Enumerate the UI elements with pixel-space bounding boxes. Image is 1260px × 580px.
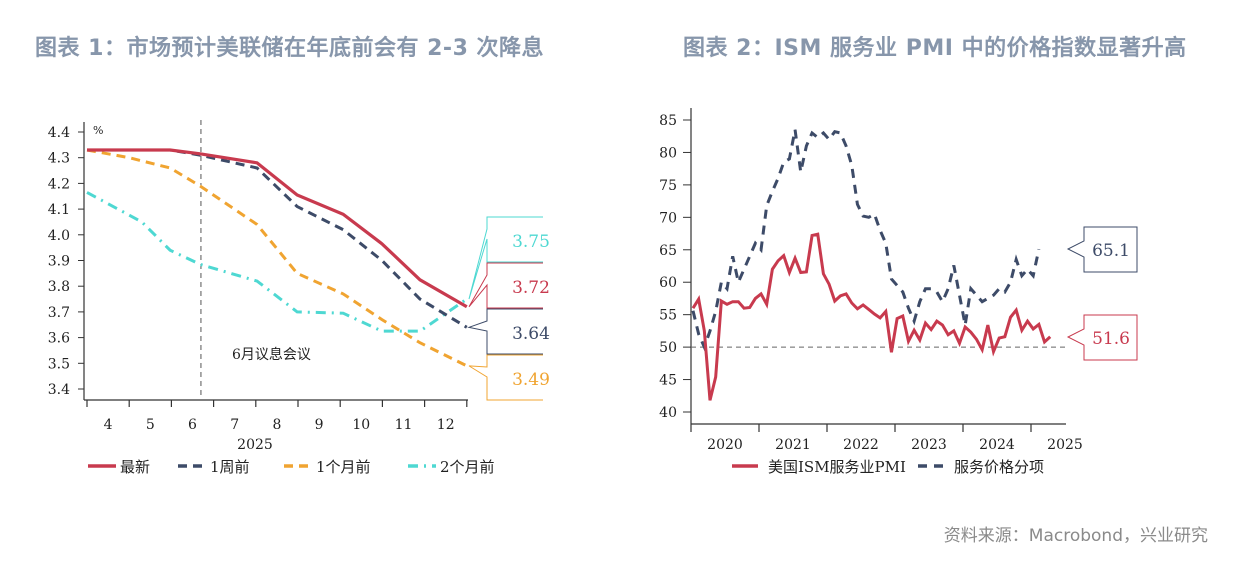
x-tick-label: 5 xyxy=(146,417,155,433)
y-tick-label: 75 xyxy=(659,178,677,194)
legend-label: 1个月前 xyxy=(316,458,371,476)
x-tick-label: 2020 xyxy=(707,437,743,453)
unit-label: % xyxy=(93,124,103,137)
right-chart-title: 图表 2：ISM 服务业 PMI 中的价格指数显著升高 xyxy=(683,36,1187,61)
y-tick-label: 65 xyxy=(659,243,677,259)
series-line-1个月前 xyxy=(86,148,468,368)
end-label-box xyxy=(468,262,543,309)
x-tick-label: 2021 xyxy=(775,437,811,453)
y-tick-label: 4.2 xyxy=(48,176,70,192)
x-tick-label: 2025 xyxy=(1047,437,1083,453)
end-label-value: 3.64 xyxy=(512,324,550,344)
x-tick-label: 10 xyxy=(352,417,370,433)
end-label-value: 3.75 xyxy=(512,232,550,252)
y-tick-label: 3.7 xyxy=(48,305,70,321)
legend-label: 2个月前 xyxy=(440,458,495,476)
series-line-最新 xyxy=(87,148,468,309)
x-tick-label: 4 xyxy=(104,417,113,433)
y-tick-label: 3.8 xyxy=(48,279,70,295)
x-tick-label: 11 xyxy=(395,417,413,433)
x-tick-label: 7 xyxy=(230,417,239,433)
y-tick-label: 60 xyxy=(659,275,677,291)
legend-label: 1周前 xyxy=(210,458,250,476)
y-tick-label: 50 xyxy=(659,340,677,356)
end-label-box xyxy=(1066,226,1138,273)
end-label-value: 3.72 xyxy=(512,278,550,298)
x-tick-label: 12 xyxy=(437,417,455,433)
y-tick-label: 85 xyxy=(659,113,677,129)
end-label-box xyxy=(467,308,543,355)
y-tick-label: 70 xyxy=(659,210,677,226)
meeting-annotation: 6月议息会议 xyxy=(232,346,311,363)
end-label-value: 3.49 xyxy=(512,370,550,390)
end-label-value: 65.1 xyxy=(1092,241,1130,261)
left-chart-title: 图表 1：市场预计美联储在年底前会有 2-3 次降息 xyxy=(35,36,545,61)
y-tick-label: 4.0 xyxy=(48,228,70,244)
x-tick-label: 9 xyxy=(315,417,324,433)
y-tick-label: 4.4 xyxy=(48,125,70,141)
series-line-美国ISM服务业PMI xyxy=(691,232,1052,401)
y-tick-label: 3.9 xyxy=(48,254,70,270)
y-tick-label: 40 xyxy=(659,405,677,421)
y-tick-label: 4.3 xyxy=(48,151,70,167)
source-note: 资料来源：Macrobond，兴业研究 xyxy=(943,526,1208,546)
x-axis-title: 2025 xyxy=(237,437,273,453)
series-line-服务价格分项 xyxy=(691,129,1041,352)
x-tick-label: 2023 xyxy=(911,437,947,453)
x-tick-label: 2024 xyxy=(979,437,1015,453)
x-tick-label: 6 xyxy=(188,417,197,433)
end-label-box xyxy=(468,354,543,401)
x-tick-label: 2022 xyxy=(843,437,879,453)
legend-label: 服务价格分项 xyxy=(954,458,1044,476)
x-tick-label: 8 xyxy=(272,417,281,433)
series-line-2个月前 xyxy=(86,191,468,333)
end-label-box xyxy=(1066,314,1138,361)
y-tick-label: 3.6 xyxy=(48,331,70,347)
y-tick-label: 4.1 xyxy=(48,202,70,218)
y-tick-label: 45 xyxy=(659,373,677,389)
legend-label: 最新 xyxy=(120,458,150,476)
y-tick-label: 55 xyxy=(659,308,677,324)
y-tick-label: 3.5 xyxy=(48,356,70,372)
end-label-value: 51.6 xyxy=(1092,329,1130,349)
legend-label: 美国ISM服务业PMI xyxy=(768,458,906,476)
end-label-box xyxy=(468,216,543,300)
y-tick-label: 80 xyxy=(659,145,677,161)
series-line-1周前 xyxy=(87,148,468,329)
y-tick-label: 3.4 xyxy=(48,382,70,398)
